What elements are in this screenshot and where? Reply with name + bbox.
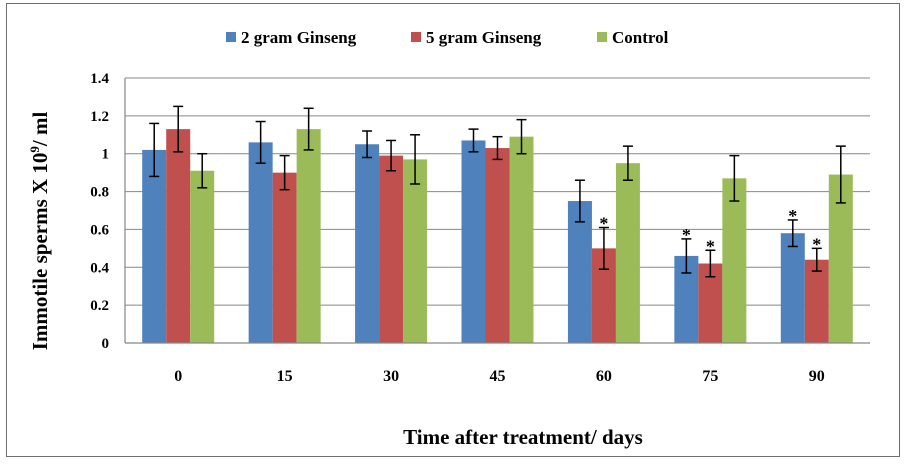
bar-control [509, 136, 534, 343]
y-axis-title-main: Immotile sperms X 10 [28, 153, 52, 351]
significance-star: * [706, 236, 715, 256]
bars [142, 129, 853, 343]
legend-label: Control [612, 28, 669, 47]
significance-markers: * * * * * [599, 206, 821, 256]
y-tick-label: 0.4 [90, 260, 109, 276]
bar-5-gram-ginseng [166, 129, 191, 343]
significance-star: * [788, 206, 797, 226]
error-bars [149, 105, 846, 278]
legend-swatch-5-gram-ginseng [411, 32, 421, 42]
bar-2-gram-ginseng [142, 149, 167, 343]
x-tick-label: 90 [809, 368, 825, 385]
significance-star: * [812, 234, 821, 254]
y-tick-label: 0 [102, 336, 110, 352]
significance-star: * [599, 214, 608, 234]
x-tick-label: 30 [383, 368, 399, 385]
x-axis-title: Time after treatment/ days [403, 425, 643, 449]
bar-2-gram-ginseng [355, 144, 380, 343]
bar-control [615, 163, 640, 343]
bar-2-gram-ginseng [567, 201, 592, 343]
bar-control [296, 129, 321, 343]
y-axis-title-superscript: 9 [27, 146, 42, 153]
bar-5-gram-ginseng [804, 259, 829, 343]
bar-2-gram-ginseng [461, 140, 486, 343]
legend-swatch-control [597, 32, 607, 42]
y-tick-label: 1.2 [90, 109, 109, 125]
y-axis-title-suffix: / ml [28, 112, 52, 148]
x-tick-label: 15 [277, 368, 293, 385]
bar-control [190, 170, 215, 343]
x-tick-label: 0 [174, 368, 182, 385]
bar-2-gram-ginseng [248, 142, 273, 343]
bar-control [722, 178, 747, 343]
y-tick-label: 1.4 [90, 71, 109, 87]
axes [124, 78, 870, 344]
x-tick-label: 60 [596, 368, 612, 385]
significance-star: * [682, 225, 691, 245]
y-tick-labels: 0 0.2 0.4 0.6 0.8 1 1.2 1.4 [90, 71, 109, 352]
bar-5-gram-ginseng [272, 172, 297, 343]
y-tick-label: 0.8 [90, 185, 109, 201]
bar-5-gram-ginseng [485, 148, 510, 343]
legend-label: 5 gram Ginseng [426, 28, 542, 47]
y-axis-title: Immotile sperms X 109/ ml [27, 112, 52, 351]
y-tick-label: 0.6 [90, 222, 109, 238]
legend: 2 gram Ginseng 5 gram Ginseng Control [226, 28, 669, 47]
bar-5-gram-ginseng [379, 155, 404, 343]
bar-control [403, 159, 428, 343]
legend-swatch-2-gram-ginseng [226, 32, 236, 42]
legend-label: 2 gram Ginseng [241, 28, 357, 47]
bar-2-gram-ginseng [780, 233, 805, 343]
y-tick-label: 1 [102, 147, 110, 163]
x-tick-label: 75 [702, 368, 718, 385]
x-tick-labels: 0 15 30 45 60 75 90 [174, 368, 825, 385]
x-tick-label: 45 [490, 368, 506, 385]
y-tick-label: 0.2 [90, 298, 109, 314]
